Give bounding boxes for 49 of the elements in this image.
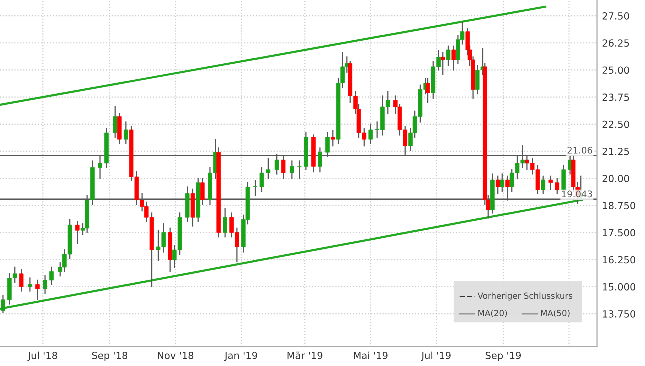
y-tick-label: 27.50 (602, 12, 630, 20)
x-tick-label: Sep '18 (92, 352, 128, 362)
candlestick (223, 208, 228, 238)
candlestick (298, 160, 302, 180)
ref-line-label: 19.043 (562, 190, 592, 198)
y-tick-label: 15.000 (603, 283, 636, 291)
candlestick (496, 176, 500, 194)
y-tick-label: 21.25 (602, 148, 630, 156)
candlestick (36, 280, 40, 300)
candlestick (75, 221, 80, 244)
x-tick-label: Mai '19 (354, 352, 388, 360)
y-tick-label: 17.500 (603, 229, 636, 237)
candlestick (28, 278, 32, 292)
x-tick-label: Nov '18 (158, 352, 194, 360)
y-tick-label: 20.00 (602, 175, 630, 182)
annotation: Vorheriger Schlusskurs (478, 292, 573, 301)
candlestick (555, 178, 560, 194)
y-tick-label: 16.250 (603, 256, 636, 264)
candlestick (124, 122, 128, 144)
candlestick (290, 160, 294, 180)
y-tick-label: 23.75 (602, 94, 630, 102)
x-tick-label: Sep '19 (486, 352, 522, 362)
candlestick (475, 65, 480, 95)
y-tick-label: 22.50 (602, 120, 630, 128)
y-tick-label: 26.25 (602, 40, 630, 47)
candlestick (266, 158, 271, 180)
annotation: MA(50) (541, 310, 570, 318)
x-tick-label: Jul '18 (28, 352, 58, 362)
y-tick-label: 13.750 (603, 310, 636, 318)
candlestick (426, 78, 430, 104)
candlestick (452, 46, 456, 71)
candlestick (19, 269, 24, 292)
candlestick (548, 176, 554, 190)
annotation: MA(20) (478, 310, 508, 318)
candlestick (541, 176, 546, 194)
candlestick (43, 276, 48, 294)
candlestick (500, 174, 505, 192)
candlestick (446, 46, 451, 66)
candlestick (113, 106, 118, 138)
x-tick-label: Mär '19 (288, 352, 323, 360)
y-tick-label: 25.00 (602, 66, 630, 74)
candlestick (368, 124, 374, 144)
x-tick-label: Jul '19 (421, 352, 451, 362)
x-tick-label: Jan '19 (224, 352, 258, 362)
candlestick (330, 130, 336, 147)
candlestick (440, 52, 446, 76)
ref-line-label: 21.06 (568, 147, 592, 154)
y-tick-label: 18.750 (603, 202, 636, 210)
candlestick (50, 266, 54, 286)
